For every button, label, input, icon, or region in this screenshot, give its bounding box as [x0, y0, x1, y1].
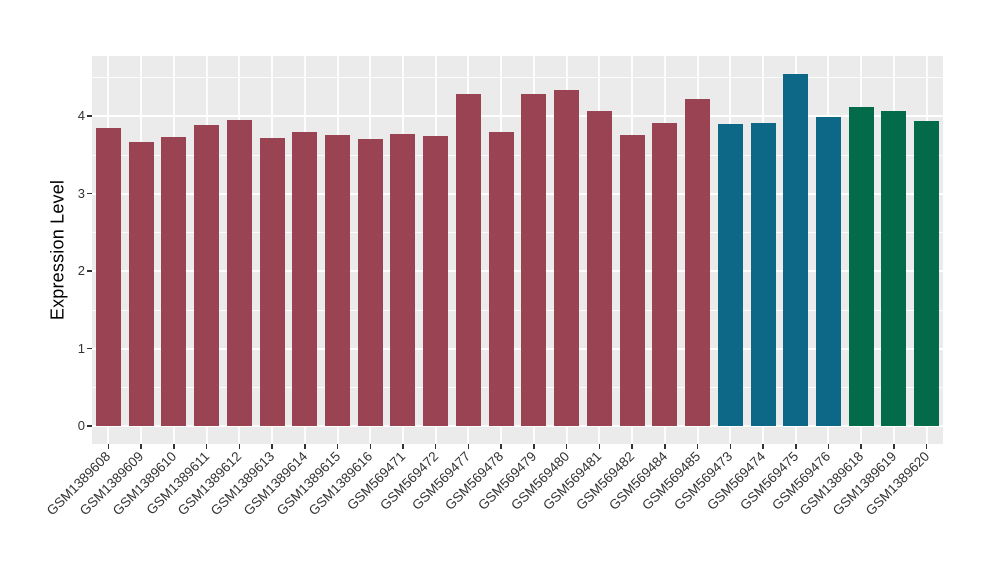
major-gridline [92, 270, 943, 272]
x-tick-mark [238, 444, 240, 449]
y-tick-label: 3 [77, 185, 85, 201]
minor-gridline [92, 77, 943, 79]
x-tick-mark [860, 444, 862, 449]
x-tick-mark [140, 444, 142, 449]
y-tick-mark [87, 115, 92, 117]
major-gridline [92, 347, 943, 350]
x-tick-mark [107, 444, 110, 449]
y-tick-label: 2 [77, 263, 85, 278]
major-gridline [92, 192, 943, 195]
x-tick-mark [369, 444, 371, 449]
y-tick-mark [87, 270, 92, 272]
bar [685, 99, 710, 426]
bar [226, 119, 252, 426]
x-tick-mark [729, 444, 731, 449]
x-tick-mark [827, 444, 830, 449]
y-tick-label: 4 [77, 108, 85, 123]
bar [815, 116, 841, 426]
bar [914, 121, 940, 426]
x-tick-mark [795, 444, 797, 449]
y-tick-label: 0 [77, 418, 85, 433]
x-tick-mark [696, 444, 699, 449]
y-tick-label: 1 [77, 340, 85, 356]
major-gridline [92, 425, 943, 427]
x-tick-mark [434, 444, 437, 449]
x-tick-mark [205, 444, 208, 449]
bar [357, 139, 383, 426]
bar [848, 106, 874, 426]
bar [423, 136, 449, 426]
bar [128, 142, 154, 426]
bar [488, 132, 514, 426]
bar [554, 90, 580, 426]
bar [194, 124, 220, 426]
x-tick-mark [925, 444, 928, 449]
bar [259, 137, 285, 426]
y-tick-mark [87, 347, 92, 350]
x-tick-mark [631, 444, 633, 449]
minor-gridline [92, 232, 943, 234]
x-tick-mark [598, 444, 601, 449]
x-tick-mark [304, 444, 306, 449]
bar [750, 123, 776, 426]
bar [521, 94, 547, 426]
minor-gridline [92, 309, 943, 311]
minor-gridline [92, 154, 943, 156]
plot-panel [92, 56, 943, 444]
x-tick-mark [336, 444, 339, 449]
x-tick-mark [565, 444, 568, 449]
bar [161, 136, 187, 426]
x-tick-mark [271, 444, 273, 449]
bar [325, 135, 350, 426]
x-tick-mark [500, 444, 502, 449]
x-tick-mark [533, 444, 535, 449]
x-tick-mark [893, 444, 895, 449]
bar [390, 133, 416, 426]
x-tick-mark [173, 444, 175, 449]
x-tick-mark [664, 444, 666, 449]
bar [881, 111, 907, 426]
x-tick-mark [402, 444, 404, 449]
bar [717, 123, 743, 426]
bar [586, 111, 612, 426]
y-tick-mark [87, 425, 92, 427]
bar [95, 128, 121, 426]
y-axis-title: Expression Level [47, 179, 68, 321]
bar [652, 123, 678, 426]
bar [455, 94, 481, 426]
bar [292, 132, 318, 426]
bar [783, 74, 809, 426]
minor-gridline [92, 387, 943, 389]
x-tick-mark [467, 444, 470, 449]
y-tick-mark [87, 192, 92, 195]
major-gridline [92, 115, 943, 117]
bar [619, 135, 645, 426]
x-tick-mark [762, 444, 764, 449]
